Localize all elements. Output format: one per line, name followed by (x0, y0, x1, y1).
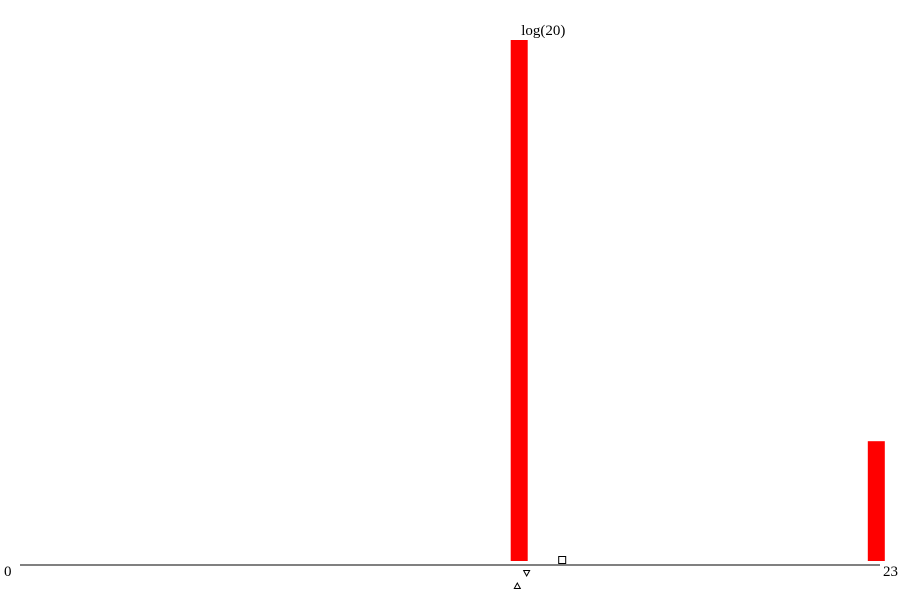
marker-triangle-up-0 (513, 581, 522, 589)
bar-0 (510, 40, 528, 561)
marker-square-2 (558, 556, 567, 564)
markers-group (513, 556, 567, 589)
x-axis-min-label: 0 (4, 564, 12, 580)
x-axis-max-label: 23 (883, 564, 898, 580)
bars-group: log(20) (510, 23, 885, 561)
marker-triangle-down-1 (522, 570, 531, 578)
bar-0-label: log(20) (521, 23, 565, 39)
bar-1 (867, 441, 885, 561)
